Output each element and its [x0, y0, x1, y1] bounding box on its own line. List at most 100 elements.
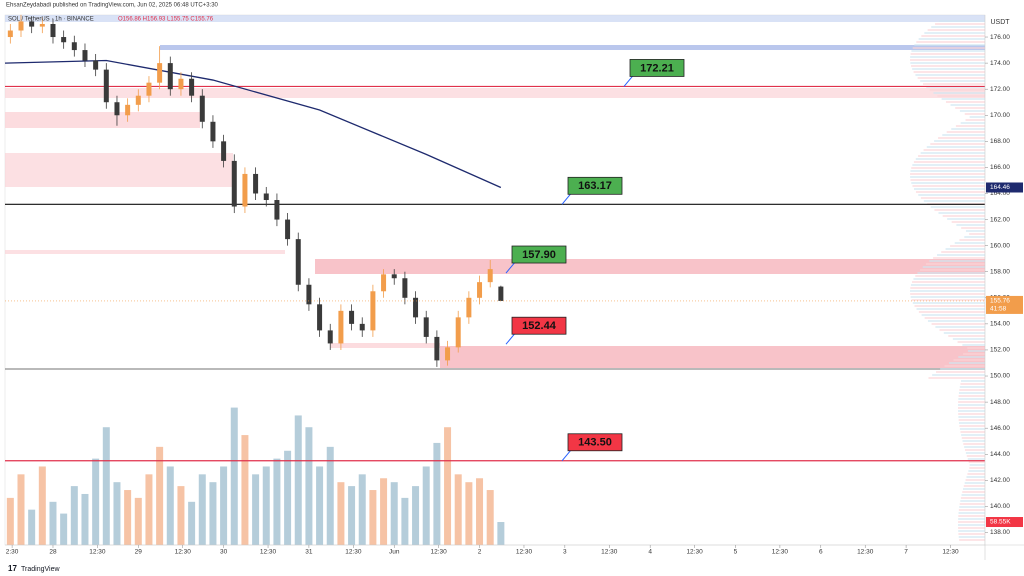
- ohlc: O156.86 H156.93 L155.75 C155.76: [118, 17, 214, 23]
- profile-bar: [912, 185, 985, 187]
- profile-bar: [951, 128, 985, 130]
- volume-bar: [113, 482, 121, 545]
- x-tick-label: 12:30: [772, 549, 789, 556]
- profile-bar: [931, 323, 985, 325]
- profile-bar: [958, 530, 985, 532]
- x-tick-label: 31: [305, 549, 313, 556]
- candle-body: [125, 104, 131, 116]
- profile-bar: [915, 275, 985, 277]
- callout-box: [567, 433, 623, 452]
- profile-bar: [918, 38, 985, 40]
- candle-body: [338, 310, 344, 344]
- profile-bar: [959, 239, 985, 241]
- volume-bar: [348, 486, 356, 545]
- x-tick-label: 7: [904, 549, 908, 556]
- y-tick-label: 138.00: [990, 529, 1010, 536]
- profile-bar: [927, 29, 985, 31]
- volume-bar: [262, 466, 270, 545]
- profile-bar: [939, 329, 985, 331]
- candle-body: [7, 30, 13, 38]
- profile-bar: [951, 221, 985, 223]
- profile-bar: [958, 518, 985, 520]
- profile-bar: [959, 425, 985, 427]
- candle-body: [199, 95, 205, 122]
- profile-bar: [910, 53, 985, 55]
- profile-bar: [920, 197, 985, 199]
- profile-bar: [911, 167, 985, 169]
- profile-bar: [947, 218, 985, 220]
- volume-bar: [305, 427, 313, 545]
- candle-body: [423, 317, 429, 337]
- volume-bar: [230, 407, 238, 545]
- brand: TradingView: [21, 566, 60, 573]
- volume-bar: [476, 478, 484, 545]
- profile-bar: [966, 476, 985, 478]
- profile-bar: [953, 359, 985, 361]
- zone: [315, 259, 985, 274]
- candle-body: [93, 60, 99, 70]
- profile-bar: [956, 224, 985, 226]
- y-tick-label: 150.00: [990, 373, 1010, 380]
- profile-bar: [959, 389, 985, 391]
- price-badge-label: 155.76: [990, 298, 1010, 305]
- candle-body: [210, 121, 216, 142]
- x-tick-label: 3: [563, 549, 567, 556]
- profile-bar: [924, 32, 985, 34]
- y-tick-label: 158.00: [990, 268, 1010, 275]
- volume-bar: [49, 501, 57, 545]
- candle-body: [285, 219, 291, 240]
- volume-bar: [81, 493, 89, 545]
- profile-bar: [912, 47, 985, 49]
- profile-bar: [934, 209, 985, 211]
- volume-bar: [273, 458, 281, 545]
- volume-bar: [17, 474, 25, 545]
- candle-body: [231, 160, 237, 207]
- profile-bar: [927, 320, 985, 322]
- profile-bar: [911, 50, 985, 52]
- profile-bar: [964, 482, 985, 484]
- callout-label: 157.90: [522, 249, 556, 261]
- profile-bar: [913, 71, 985, 73]
- profile-bar: [963, 353, 985, 355]
- volume-bar: [156, 446, 164, 545]
- volume-bar: [28, 509, 36, 545]
- callout-box: [511, 245, 567, 264]
- candle-body: [402, 278, 408, 298]
- profile-bar: [913, 278, 985, 280]
- volume-bar: [102, 427, 110, 545]
- profile-bar: [965, 452, 985, 454]
- profile-bar: [933, 92, 985, 94]
- candle-body: [487, 269, 493, 283]
- profile-bar: [959, 503, 985, 505]
- profile-bar: [962, 344, 985, 346]
- profile-bar: [915, 158, 985, 160]
- candle-body: [477, 282, 483, 298]
- profile-bar: [961, 494, 985, 496]
- x-tick-label: 30: [220, 549, 228, 556]
- volume-bar: [401, 497, 409, 545]
- profile-bar: [958, 419, 985, 421]
- candle-body: [306, 284, 312, 305]
- profile-bar: [910, 293, 985, 295]
- profile-bar: [937, 254, 985, 256]
- y-tick-label: 160.00: [990, 242, 1010, 249]
- profile-bar: [950, 104, 985, 106]
- callout-label: 143.50: [578, 437, 612, 449]
- volume-bar: [433, 442, 441, 545]
- profile-bar: [912, 164, 985, 166]
- volume-bar: [326, 446, 334, 545]
- profile-bar: [942, 215, 985, 217]
- profile-bar: [926, 146, 985, 148]
- profile-bar: [960, 383, 985, 385]
- y-tick-label: 174.00: [990, 60, 1010, 67]
- volume-badge-label: 58.55K: [990, 519, 1011, 526]
- profile-bar: [964, 113, 985, 115]
- y-tick-label: 164.00: [990, 190, 1010, 197]
- volume-bar: [188, 501, 196, 545]
- candle-body: [391, 274, 397, 279]
- candle-body: [189, 78, 195, 96]
- candle-body: [253, 173, 259, 194]
- x-tick-label: 12:30: [260, 549, 277, 556]
- price-axis: [985, 15, 1024, 545]
- profile-bar: [964, 449, 985, 451]
